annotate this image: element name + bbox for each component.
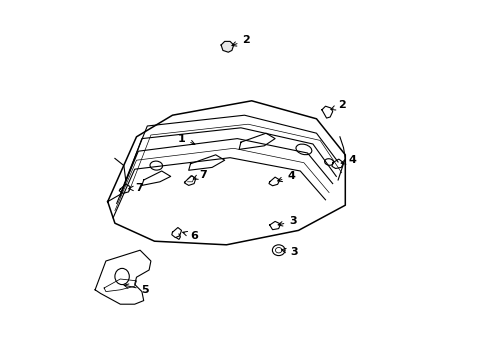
Text: 2: 2 [330,100,346,110]
Text: 7: 7 [193,170,206,180]
Text: 4: 4 [341,155,356,165]
Text: 4: 4 [277,171,295,182]
Text: 2: 2 [231,35,250,46]
Text: 1: 1 [177,134,194,145]
Text: 5: 5 [124,284,149,295]
Text: 6: 6 [183,231,198,241]
Text: 3: 3 [281,247,297,257]
Text: 3: 3 [278,216,296,226]
Polygon shape [221,41,233,52]
Text: 7: 7 [128,183,143,193]
